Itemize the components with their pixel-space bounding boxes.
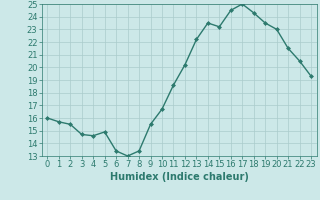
X-axis label: Humidex (Indice chaleur): Humidex (Indice chaleur)	[110, 172, 249, 182]
